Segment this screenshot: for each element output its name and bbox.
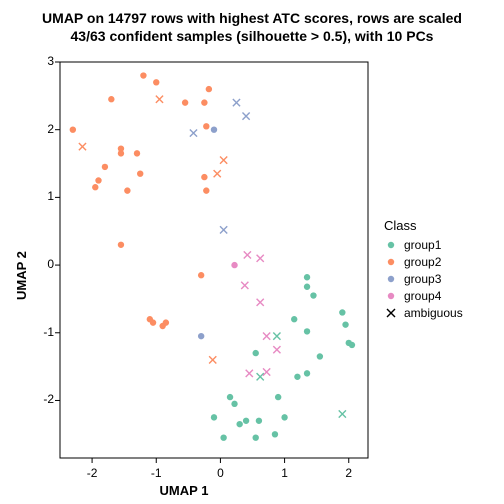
data-point — [206, 86, 212, 92]
data-point — [220, 434, 226, 440]
legend-item: group4 — [384, 289, 441, 303]
data-point — [294, 374, 300, 380]
data-point — [108, 96, 114, 102]
data-point — [150, 319, 156, 325]
data-point — [201, 174, 207, 180]
y-tick-label: 1 — [32, 189, 54, 203]
data-point — [291, 316, 297, 322]
data-point — [349, 342, 355, 348]
legend-item: group3 — [384, 272, 441, 286]
x-tick-label: -2 — [80, 466, 104, 480]
data-point — [134, 150, 140, 156]
data-point — [92, 184, 98, 190]
data-point — [243, 418, 249, 424]
data-point — [203, 187, 209, 193]
scatter-plot — [0, 0, 504, 504]
legend-label: group4 — [404, 289, 441, 303]
data-point — [118, 242, 124, 248]
legend-marker — [384, 272, 398, 286]
legend-label: group2 — [404, 255, 441, 269]
data-point — [201, 99, 207, 105]
data-point — [137, 170, 143, 176]
data-point — [253, 350, 259, 356]
data-point — [339, 309, 345, 315]
legend-marker — [384, 238, 398, 252]
data-point — [253, 434, 259, 440]
data-point — [227, 394, 233, 400]
data-point — [198, 333, 204, 339]
x-tick-label: -1 — [144, 466, 168, 480]
data-point — [163, 319, 169, 325]
data-point — [304, 284, 310, 290]
data-point — [118, 145, 124, 151]
legend-label: group3 — [404, 272, 441, 286]
legend-item: ambiguous — [384, 306, 463, 320]
data-point — [272, 431, 278, 437]
x-axis-label: UMAP 1 — [0, 483, 368, 498]
data-point — [275, 394, 281, 400]
data-point — [304, 274, 310, 280]
data-point — [198, 272, 204, 278]
data-point — [140, 72, 146, 78]
x-tick-label: 0 — [208, 466, 232, 480]
y-tick-label: 3 — [32, 54, 54, 68]
legend-label: group1 — [404, 238, 441, 252]
data-point — [317, 353, 323, 359]
data-point — [70, 126, 76, 132]
x-tick-label: 2 — [337, 466, 361, 480]
x-tick-label: 1 — [273, 466, 297, 480]
data-point — [281, 414, 287, 420]
legend-marker — [384, 289, 398, 303]
data-point — [124, 187, 130, 193]
y-tick-label: 0 — [32, 257, 54, 271]
data-point — [310, 292, 316, 298]
data-point — [256, 418, 262, 424]
data-point — [231, 262, 237, 268]
legend-item: group2 — [384, 255, 441, 269]
data-point — [211, 126, 217, 132]
data-point — [153, 79, 159, 85]
legend-item: group1 — [384, 238, 441, 252]
data-point — [182, 99, 188, 105]
data-point — [342, 321, 348, 327]
data-point — [304, 370, 310, 376]
y-tick-label: -1 — [32, 325, 54, 339]
y-tick-label: -2 — [32, 392, 54, 406]
y-axis-label: UMAP 2 — [14, 251, 29, 300]
data-point — [236, 421, 242, 427]
data-point — [231, 401, 237, 407]
data-point — [95, 177, 101, 183]
data-point — [203, 123, 209, 129]
data-point — [102, 164, 108, 170]
data-point — [304, 328, 310, 334]
data-point — [211, 414, 217, 420]
y-tick-label: 2 — [32, 122, 54, 136]
legend-label: ambiguous — [404, 306, 463, 320]
legend-title: Class — [384, 218, 417, 233]
legend-marker — [384, 306, 398, 320]
legend-marker — [384, 255, 398, 269]
